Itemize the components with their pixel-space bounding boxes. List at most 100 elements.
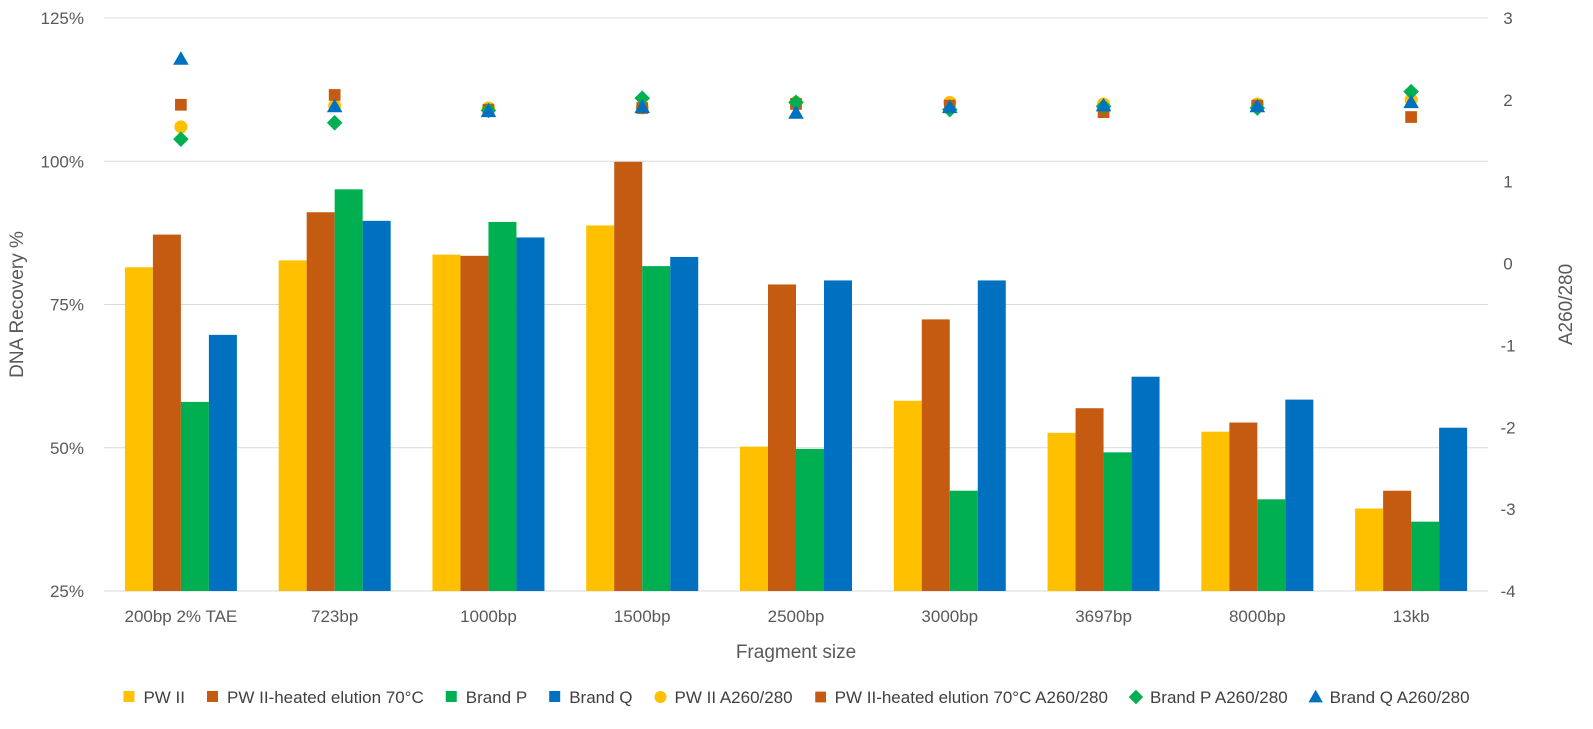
bar — [152, 234, 181, 591]
x-tick-label: 3000bp — [921, 607, 978, 626]
y2-tick-label: 1 — [1503, 173, 1512, 192]
bar — [432, 254, 461, 592]
legend-item: PW II-heated elution 70°C A260/280 — [815, 688, 1108, 707]
primary-y-axis-title: DNA Recovery % — [7, 231, 28, 378]
legend-item: Brand Q A260/280 — [1308, 688, 1470, 707]
legend-label: PW II A260/280 — [675, 688, 793, 707]
x-tick-label: 200bp 2% TAE — [124, 607, 237, 626]
bar — [180, 401, 209, 591]
marker — [1249, 98, 1266, 113]
marker — [654, 691, 667, 703]
bar — [306, 212, 335, 591]
bar — [1257, 499, 1286, 591]
legend-item: PW II-heated elution 70°C — [207, 688, 424, 707]
marker — [328, 89, 341, 101]
y2-tick-label: -3 — [1500, 500, 1515, 519]
bar — [768, 284, 796, 591]
marker — [634, 90, 651, 107]
x-axis-ticks: 200bp 2% TAE 723bp 1000bp 1500bp 2500bp 3000b… — [124, 607, 1429, 626]
legend-item: Brand P A260/280 — [1128, 688, 1288, 707]
marker — [788, 105, 804, 119]
bar — [1229, 422, 1258, 591]
legend-label: Brand Q A260/280 — [1330, 688, 1470, 707]
bar — [796, 448, 824, 591]
y-tick-label: 75% — [50, 296, 84, 315]
legend-swatch — [549, 691, 561, 702]
marker — [480, 103, 497, 118]
bar — [1439, 427, 1468, 591]
x-axis-title: Fragment size — [736, 642, 856, 663]
x-tick-label: 1500bp — [614, 607, 671, 626]
marker — [1128, 689, 1144, 705]
y-tick-label: 50% — [50, 439, 84, 458]
bar — [208, 334, 237, 591]
marker — [1095, 97, 1112, 112]
bar — [1103, 452, 1132, 591]
marker — [326, 98, 343, 113]
legend-swatch — [123, 691, 135, 702]
bar — [586, 225, 615, 591]
bar — [1383, 490, 1412, 591]
bar — [921, 319, 950, 591]
x-tick-label: 2500bp — [768, 607, 825, 626]
x-tick-label: 8000bp — [1229, 607, 1286, 626]
legend-label: Brand Q — [569, 688, 632, 707]
legend-label: PW II-heated elution 70°C — [227, 688, 424, 707]
legend-item: PW II A260/280 — [654, 688, 793, 707]
y2-tick-label: -1 — [1500, 336, 1515, 355]
bar — [893, 400, 922, 591]
marker — [941, 99, 958, 114]
bar — [1047, 432, 1076, 591]
bar — [977, 280, 1006, 591]
legend-label: PW II-heated elution 70°C A260/280 — [835, 688, 1108, 707]
x-tick-label: 723bp — [311, 607, 358, 626]
bar — [740, 446, 768, 591]
marker — [815, 691, 827, 703]
bar — [334, 189, 363, 591]
marker — [173, 51, 189, 65]
bar — [824, 280, 852, 591]
legend-swatch — [445, 691, 457, 702]
x-tick-label: 13kb — [1393, 607, 1430, 626]
bar — [1131, 376, 1160, 591]
marker — [326, 114, 343, 131]
secondary-y-axis-title: A260/280 — [1556, 264, 1577, 345]
legend-label: Brand P — [466, 688, 527, 707]
marker — [1403, 83, 1419, 100]
y2-tick-label: -4 — [1500, 582, 1515, 601]
y2-tick-label: -2 — [1500, 418, 1515, 437]
bar — [1201, 431, 1230, 591]
marker — [788, 94, 804, 111]
legend-swatch — [207, 691, 219, 702]
legend-label: PW II — [143, 688, 185, 707]
scatter-series-group — [173, 51, 1419, 147]
marker — [175, 98, 187, 111]
marker — [1405, 111, 1417, 123]
x-tick-label: 3697bp — [1075, 607, 1132, 626]
bar — [362, 220, 391, 592]
primary-y-axis-ticks: 25% 50% 75% 100% 125% — [41, 9, 84, 601]
bar — [1285, 399, 1314, 591]
bar — [1411, 521, 1440, 591]
legend-item: PW II — [123, 688, 185, 707]
marker — [634, 99, 651, 114]
y-tick-label: 125% — [41, 9, 84, 28]
marker — [1308, 689, 1323, 703]
legend-label: Brand P A260/280 — [1150, 688, 1288, 707]
y2-tick-label: 3 — [1503, 9, 1512, 28]
marker — [174, 120, 188, 134]
bar — [278, 260, 307, 591]
bar — [516, 237, 545, 592]
x-tick-label: 1000bp — [460, 607, 517, 626]
secondary-y-axis-ticks: -4 -3 -2 -1 0 1 2 3 — [1500, 9, 1515, 601]
y2-tick-label: 0 — [1503, 255, 1512, 274]
bar — [670, 256, 699, 591]
y2-tick-label: 2 — [1503, 91, 1512, 110]
marker — [1403, 94, 1419, 109]
legend-item: Brand Q — [549, 688, 633, 707]
legend-item: Brand P — [445, 688, 527, 707]
bar — [460, 255, 489, 592]
bar — [614, 161, 643, 591]
bar-series-group — [124, 161, 1468, 592]
y-tick-label: 25% — [50, 582, 84, 601]
